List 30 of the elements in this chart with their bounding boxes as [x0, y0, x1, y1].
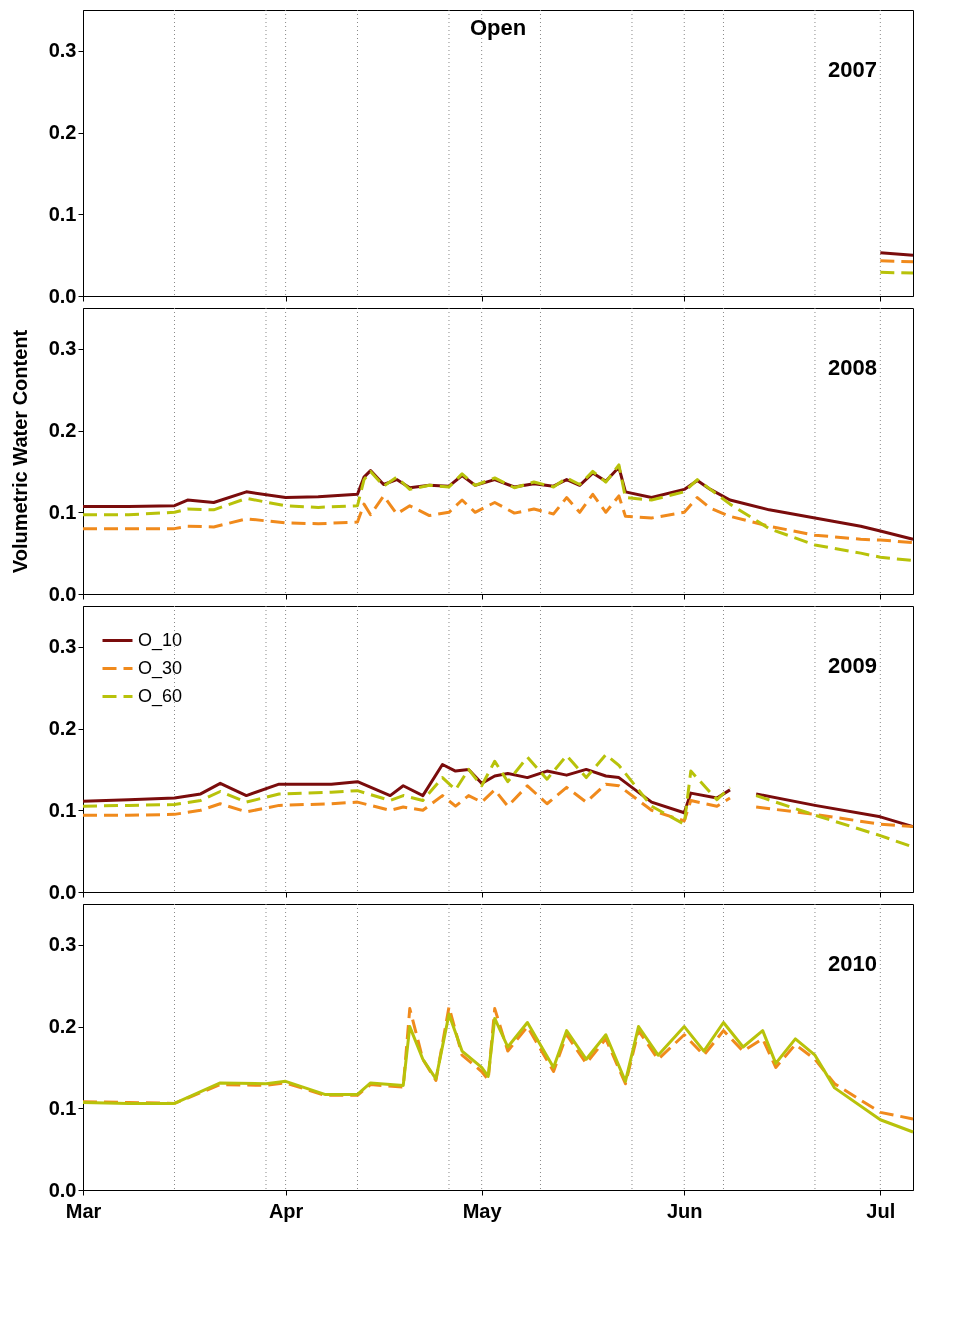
annotation: 2010: [828, 951, 877, 976]
y-tick-label: 0.2: [48, 717, 77, 740]
x-tick-label: Jul: [866, 1199, 896, 1222]
y-tick-label: 0.2: [48, 121, 77, 144]
y-tick-label: 0.0: [48, 284, 77, 307]
y-tick-label: 0.1: [48, 202, 77, 225]
annotation: 2009: [828, 653, 877, 678]
y-tick-label: 0.2: [48, 419, 77, 442]
x-tick-label: Jun: [666, 1199, 703, 1222]
y-tick-label: 0.3: [48, 39, 77, 62]
x-tick-label: Mar: [65, 1199, 102, 1222]
y-tick-label: 0.3: [48, 337, 77, 360]
y-tick-label: 0.2: [48, 1015, 77, 1038]
y-tick-label: 0.0: [48, 582, 77, 605]
legend-label: O_30: [138, 657, 183, 679]
y-tick-label: 0.0: [48, 880, 77, 903]
y-axis-title: Volumetric Water Content: [8, 329, 31, 574]
y-tick-label: 0.0: [48, 1178, 77, 1201]
y-tick-label: 0.1: [48, 500, 77, 523]
annotation: 2007: [828, 57, 877, 82]
x-tick-label: May: [462, 1199, 503, 1222]
annotation: 2008: [828, 355, 877, 380]
y-tick-label: 0.3: [48, 933, 77, 956]
legend-label: O_10: [138, 629, 183, 651]
y-tick-label: 0.1: [48, 1096, 77, 1119]
legend-label: O_60: [138, 685, 183, 707]
chart-title: Open: [469, 14, 527, 40]
y-tick-label: 0.1: [48, 798, 77, 821]
x-tick-label: Apr: [268, 1199, 304, 1222]
y-tick-label: 0.3: [48, 635, 77, 658]
